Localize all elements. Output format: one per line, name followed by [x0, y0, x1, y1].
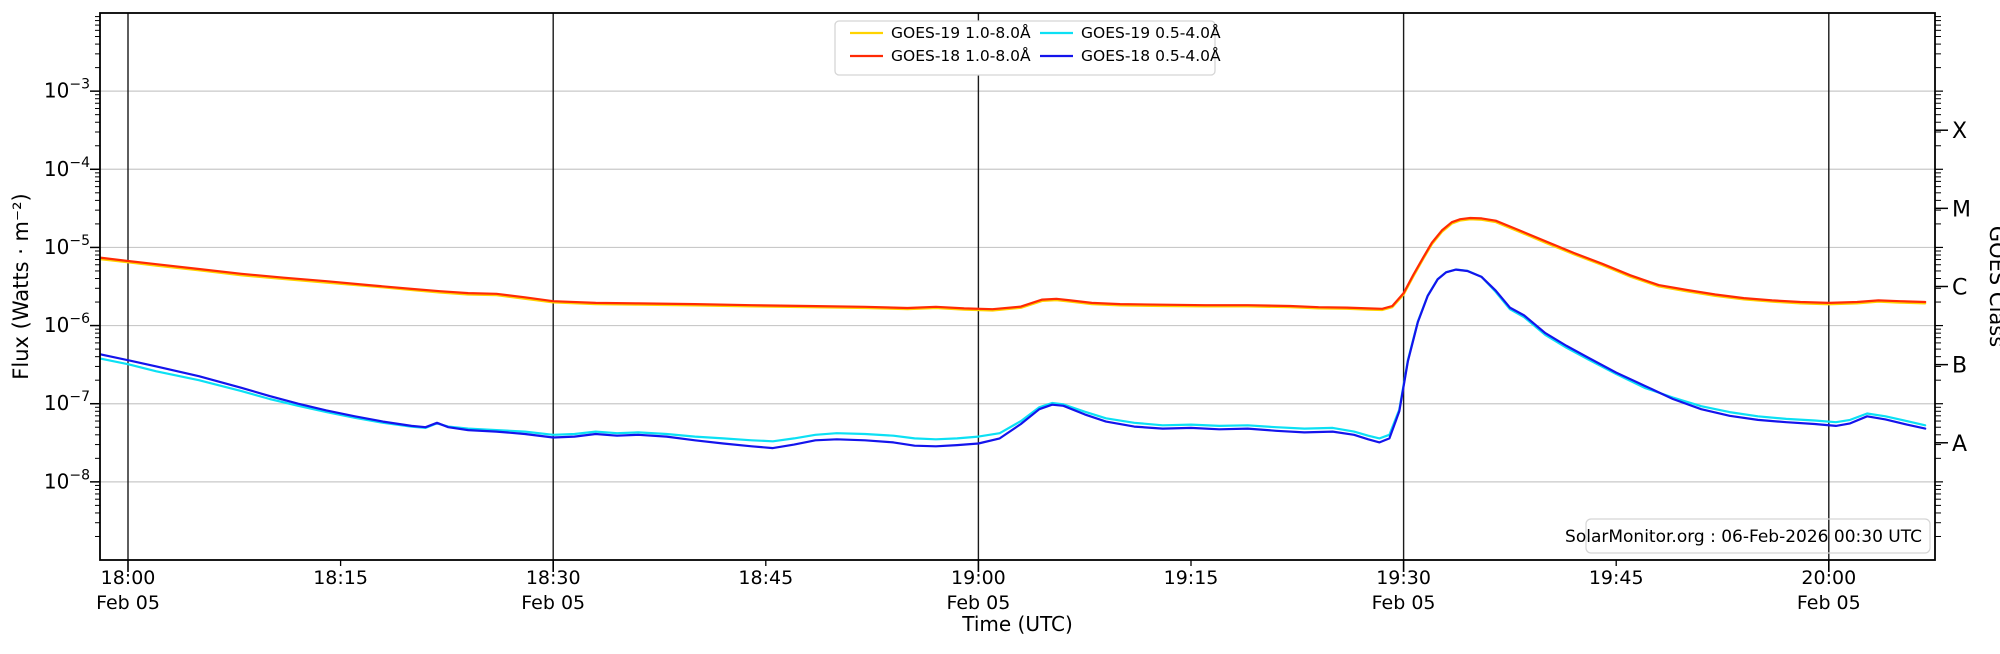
- x-date-label: Feb 05: [1372, 592, 1436, 614]
- y-tick-label: 10−7: [44, 389, 90, 415]
- goes-class-label: B: [1952, 354, 1967, 379]
- x-tick-label: 18:15: [313, 567, 368, 589]
- goes-class-label: X: [1952, 119, 1967, 144]
- x-tick-label: 18:30: [526, 567, 581, 589]
- series-goes19-short: [100, 268, 1927, 443]
- source-annotation-box: [1585, 518, 1931, 554]
- goes-class-label: C: [1952, 276, 1967, 301]
- series-goes19-long: [100, 218, 1927, 312]
- x-tick-label: 19:00: [951, 567, 1006, 589]
- x-axis: 18:00 Feb 05 18:30 Feb 05 19:00 Feb 05 19:30 Fe…: [96, 560, 1861, 636]
- legend-label: GOES-18 1.0-8.0Å: [891, 46, 1031, 65]
- legend: GOES-19 1.0-8.0Å GOES-18 1.0-8.0Å GOES-19 …: [834, 20, 1221, 76]
- goes-class-label: A: [1952, 432, 1967, 457]
- y-axis-right-title: GOES Class: [1985, 226, 2000, 347]
- y-tick-label: 10−6: [44, 311, 90, 337]
- series-group: [100, 216, 1927, 450]
- y-tick-label: 10−8: [44, 467, 90, 493]
- x-date-label: Feb 05: [1797, 592, 1861, 614]
- x-axis-title: Time (UTC): [961, 612, 1073, 636]
- series-goes18-short: [100, 268, 1927, 450]
- x-tick-label: 19:30: [1376, 567, 1431, 589]
- legend-entry: GOES-18 0.5-4.0Å: [1040, 46, 1221, 65]
- x-tick-label: 20:00: [1801, 567, 1856, 589]
- legend-label: GOES-19 0.5-4.0Å: [1081, 23, 1221, 42]
- legend-box: [834, 20, 1216, 76]
- x-date-label: Feb 05: [946, 592, 1010, 614]
- legend-entry: GOES-18 1.0-8.0Å: [850, 46, 1031, 65]
- source-annotation-group: SolarMonitor.org : 06-Feb-2026 00:30 UTC: [1565, 518, 1931, 554]
- x-date-label: Feb 05: [96, 592, 160, 614]
- x-date-label: Feb 05: [521, 592, 585, 614]
- x-tick-label: 19:45: [1589, 567, 1644, 589]
- y-tick-label: 10−3: [44, 77, 90, 103]
- goes-class-label: M: [1952, 197, 1971, 222]
- series-goes18-long: [100, 216, 1927, 311]
- y-tick-label: 10−5: [44, 233, 90, 259]
- y-axis-right: X M C B A GOES Class: [1935, 119, 2000, 457]
- y-axis-title: Flux (Watts · m⁻²): [9, 193, 33, 379]
- x-tick-label: 18:00: [101, 567, 156, 589]
- legend-entry: GOES-19 0.5-4.0Å: [1040, 23, 1221, 42]
- source-annotation: SolarMonitor.org : 06-Feb-2026 00:30 UTC: [1565, 527, 1922, 547]
- x-tick-label: 18:45: [738, 567, 793, 589]
- y-axis-left: 10−3 10−4 10−5 10−6 10−7 10−8 Flux (Watts · m⁻…: [9, 16, 1943, 537]
- y-tick-label: 10−4: [44, 155, 90, 181]
- legend-label: GOES-18 0.5-4.0Å: [1081, 46, 1221, 65]
- legend-label: GOES-19 1.0-8.0Å: [891, 23, 1031, 42]
- legend-entry: GOES-19 1.0-8.0Å: [850, 23, 1031, 42]
- x-tick-label: 19:15: [1164, 567, 1219, 589]
